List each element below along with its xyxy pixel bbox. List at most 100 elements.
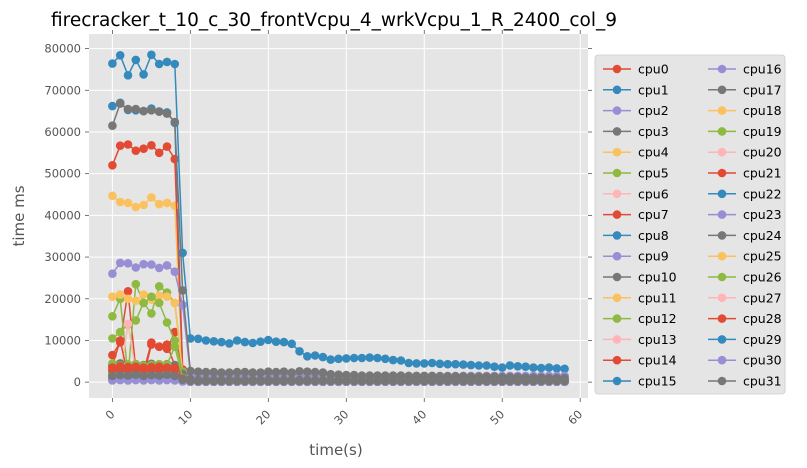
data-point <box>115 197 125 207</box>
data-point <box>123 287 133 296</box>
data-point <box>264 367 273 377</box>
data-point <box>271 376 281 386</box>
data-point <box>162 261 172 270</box>
data-point <box>248 368 257 377</box>
data-point <box>334 376 343 386</box>
data-point <box>162 57 172 67</box>
legend-label: cpu7 <box>638 207 669 222</box>
data-point <box>154 371 164 380</box>
data-point <box>326 369 336 379</box>
legend-swatch-marker <box>717 335 727 344</box>
data-point <box>131 202 141 212</box>
data-point <box>536 363 546 373</box>
series-layer <box>108 50 569 387</box>
data-point <box>131 263 141 272</box>
data-point <box>443 359 453 369</box>
x-tick-label: 50 <box>487 407 507 427</box>
data-point <box>115 258 125 268</box>
data-point <box>115 290 125 299</box>
legend-label: cpu13 <box>638 332 677 347</box>
data-point <box>139 290 148 299</box>
legend-label: cpu24 <box>743 228 782 243</box>
legend: cpu0 cpu1 cpu2 cpu3 cpu4 cpu5 cpu6 cpu7 cpu8 cpu9… <box>594 54 786 395</box>
data-point <box>326 355 336 364</box>
data-point <box>279 367 289 377</box>
legend-swatch-marker <box>612 272 622 282</box>
data-point <box>170 59 180 69</box>
data-point <box>240 367 250 377</box>
x-tick-label: 40 <box>409 407 429 427</box>
data-point <box>123 140 133 149</box>
data-point <box>443 376 453 386</box>
data-point <box>544 376 554 386</box>
data-point <box>482 361 491 370</box>
legend-label: cpu9 <box>638 249 669 264</box>
data-point <box>451 376 460 386</box>
legend-label: cpu26 <box>743 270 782 285</box>
data-point <box>451 359 460 369</box>
data-point <box>154 148 164 158</box>
data-point <box>310 367 320 377</box>
data-point <box>318 376 328 386</box>
data-point <box>303 367 312 377</box>
data-point <box>529 376 538 386</box>
data-point <box>209 376 219 386</box>
legend-entry: cpu23 <box>708 207 782 222</box>
data-point <box>560 364 569 374</box>
legend-swatch-marker <box>717 189 727 199</box>
data-point <box>334 354 343 364</box>
data-point <box>186 376 195 386</box>
legend-entry: cpu11 <box>603 290 677 305</box>
legend-entry: cpu30 <box>708 353 782 368</box>
data-point <box>225 376 234 386</box>
data-point <box>232 367 242 377</box>
y-tick-label: 50000 <box>44 167 81 181</box>
data-point <box>178 248 187 258</box>
series-cpu10 <box>108 99 569 383</box>
data-point <box>459 376 468 386</box>
legend-entry: cpu25 <box>708 249 782 264</box>
legend-entry: cpu29 <box>708 332 782 347</box>
series-cpu8 <box>108 50 569 374</box>
data-point <box>279 376 289 386</box>
legend-entry: cpu15 <box>603 374 677 389</box>
legend-swatch-marker <box>612 127 622 136</box>
data-point <box>108 161 117 170</box>
data-point <box>154 59 164 69</box>
y-tick-label: 70000 <box>44 83 81 97</box>
data-point <box>256 376 265 386</box>
legend-label: cpu23 <box>743 207 782 222</box>
data-point <box>178 300 187 310</box>
data-point <box>435 359 445 369</box>
data-point <box>287 368 297 377</box>
data-point <box>139 106 148 116</box>
data-point <box>318 368 328 377</box>
legend-swatch-marker <box>612 251 622 261</box>
data-point <box>108 59 117 68</box>
legend-label: cpu5 <box>638 166 669 181</box>
x-tick-label: 10 <box>175 407 195 427</box>
data-point <box>474 376 484 386</box>
legend-entry: cpu24 <box>708 228 782 243</box>
data-point <box>209 367 219 377</box>
data-point <box>326 376 336 386</box>
data-point <box>178 375 187 385</box>
data-point <box>521 362 530 372</box>
y-tick-label: 10000 <box>44 333 81 347</box>
data-point <box>123 104 133 114</box>
data-point <box>115 51 125 60</box>
data-point <box>240 337 250 347</box>
legend-entry: cpu7 <box>603 207 669 222</box>
data-point <box>147 292 156 302</box>
data-point <box>154 298 164 308</box>
data-point <box>147 50 156 60</box>
data-point <box>552 376 562 386</box>
data-point <box>560 376 569 386</box>
legend-swatch-marker <box>612 314 622 323</box>
data-point <box>162 318 172 327</box>
legend-entry: cpu9 <box>603 249 669 264</box>
legend-entry: cpu17 <box>708 82 782 97</box>
legend-entry: cpu0 <box>603 62 669 77</box>
legend-entry: cpu19 <box>708 124 782 139</box>
legend-label: cpu28 <box>743 311 782 326</box>
